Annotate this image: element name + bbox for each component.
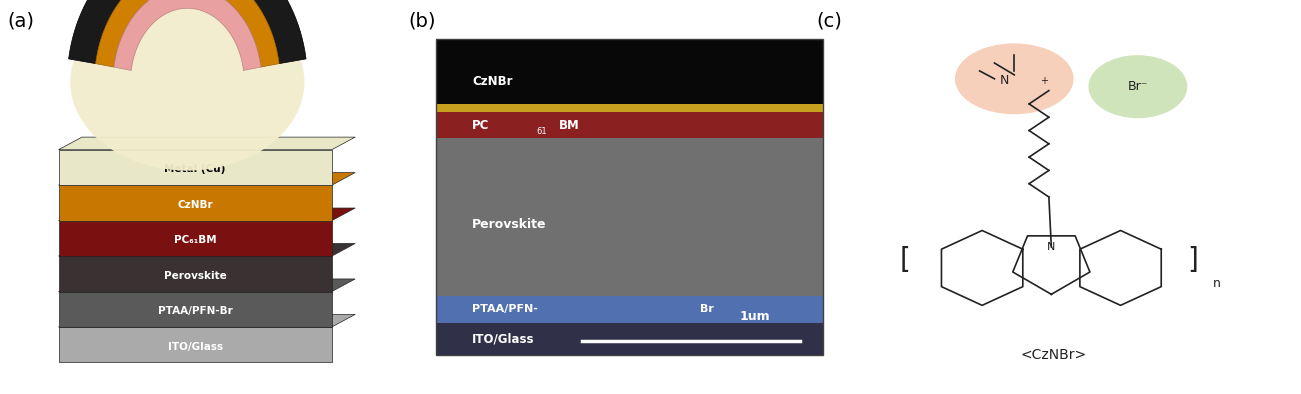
Polygon shape — [59, 292, 332, 327]
Text: Perovskite: Perovskite — [164, 271, 226, 281]
Text: N: N — [999, 74, 1010, 87]
Text: ]: ] — [1187, 246, 1198, 274]
Polygon shape — [436, 39, 822, 355]
Polygon shape — [436, 112, 822, 138]
Text: n: n — [1213, 277, 1220, 290]
Polygon shape — [59, 221, 332, 256]
Polygon shape — [59, 256, 332, 292]
Polygon shape — [59, 279, 355, 292]
Polygon shape — [59, 185, 332, 221]
Text: [: [ — [900, 246, 911, 274]
Polygon shape — [69, 0, 306, 64]
Polygon shape — [436, 39, 822, 104]
Text: 1um: 1um — [739, 310, 770, 323]
Ellipse shape — [1089, 55, 1188, 118]
Text: Br⁻: Br⁻ — [1128, 80, 1147, 93]
Text: N: N — [1047, 242, 1055, 252]
Text: +: + — [1039, 76, 1047, 86]
Polygon shape — [59, 327, 332, 362]
Ellipse shape — [955, 43, 1073, 114]
Text: Metal (Cu): Metal (Cu) — [164, 164, 226, 174]
Text: (a): (a) — [8, 12, 35, 31]
Polygon shape — [59, 314, 355, 327]
Polygon shape — [59, 173, 355, 185]
Polygon shape — [59, 137, 355, 150]
Polygon shape — [436, 296, 822, 323]
Polygon shape — [95, 0, 280, 67]
Text: PTAA/PFN-: PTAA/PFN- — [472, 304, 539, 314]
Text: (c): (c) — [817, 12, 842, 31]
Polygon shape — [59, 150, 332, 185]
Text: PC₆₁BM: PC₆₁BM — [174, 235, 216, 245]
Text: (b): (b) — [409, 12, 436, 31]
Text: Perovskite: Perovskite — [472, 218, 546, 231]
Text: ITO/Glass: ITO/Glass — [472, 333, 535, 345]
Text: CzNBr: CzNBr — [177, 200, 213, 210]
Polygon shape — [59, 208, 355, 221]
Text: BM: BM — [559, 119, 579, 132]
Text: PTAA/PFN-Br: PTAA/PFN-Br — [157, 306, 233, 316]
Polygon shape — [114, 0, 260, 71]
Text: Br: Br — [700, 304, 714, 314]
Text: PC: PC — [472, 119, 489, 132]
Ellipse shape — [70, 0, 304, 171]
Polygon shape — [59, 243, 355, 256]
Text: <CzNBr>: <CzNBr> — [1021, 348, 1086, 362]
Text: 61: 61 — [536, 127, 546, 136]
Polygon shape — [436, 323, 822, 355]
Text: CzNBr: CzNBr — [472, 74, 513, 87]
Text: ITO/Glass: ITO/Glass — [168, 342, 222, 351]
Polygon shape — [436, 104, 822, 112]
